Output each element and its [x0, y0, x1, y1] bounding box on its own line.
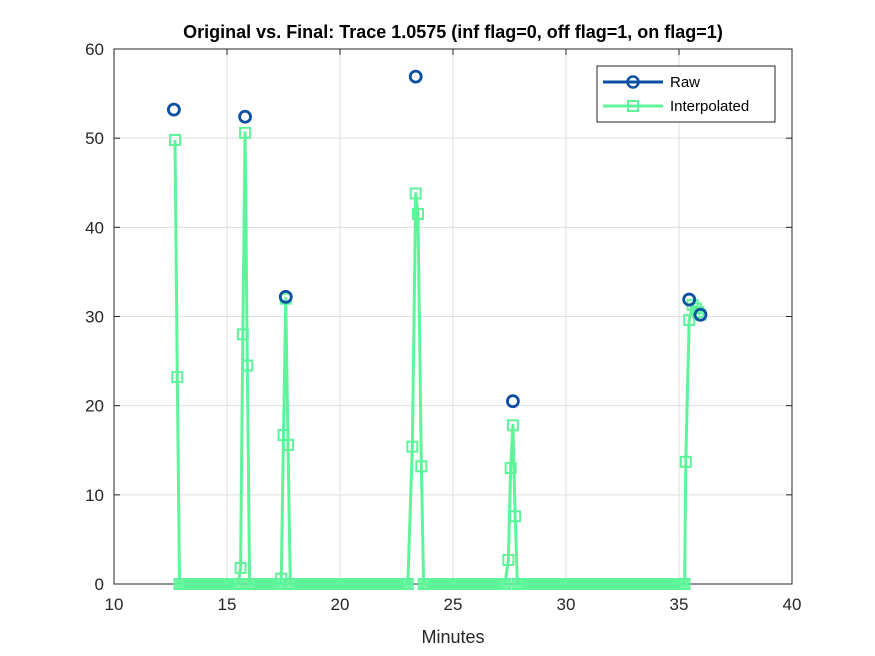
- legend-interpolated-marker: [627, 100, 639, 112]
- raw-point: [166, 102, 181, 117]
- interpolated-point: [509, 510, 522, 523]
- interpolated-point: [504, 462, 517, 475]
- interpolated-point: [498, 578, 511, 590]
- y-tick-label: 50: [85, 129, 104, 148]
- x-tick-label: 10: [105, 595, 124, 614]
- interpolated-point: [415, 460, 428, 473]
- interpolated-point: [406, 440, 419, 453]
- x-tick-label: 35: [670, 595, 689, 614]
- raw-point: [682, 292, 697, 307]
- y-tick-label: 10: [85, 486, 104, 505]
- interpolated-point: [169, 133, 182, 146]
- interpolated-point: [232, 578, 245, 590]
- y-tick-label: 60: [85, 40, 104, 59]
- interpolated-point: [411, 207, 424, 220]
- interpolated-point: [241, 359, 254, 372]
- interpolated-point: [171, 371, 184, 384]
- x-tick-label: 30: [557, 595, 576, 614]
- legend-interpolated-label: Interpolated: [670, 98, 749, 115]
- y-tick-label: 30: [85, 308, 104, 327]
- raw-point: [693, 307, 708, 322]
- interpolated-point: [401, 578, 414, 590]
- interpolated-point: [692, 306, 705, 319]
- interpolated-point: [409, 187, 422, 200]
- raw-point: [408, 69, 423, 84]
- interpolated-point: [234, 561, 247, 574]
- raw-point: [278, 289, 293, 304]
- interpolated-point: [679, 455, 692, 468]
- raw-point: [505, 394, 520, 409]
- y-tick-label: 0: [95, 575, 104, 594]
- legend: Raw Interpolated: [596, 65, 776, 123]
- interpolated-point: [282, 438, 295, 451]
- legend-raw-label: Raw: [670, 74, 700, 91]
- y-tick-label: 20: [85, 397, 104, 416]
- x-tick-label: 40: [783, 595, 802, 614]
- chart-title: Original vs. Final: Trace 1.0575 (inf fl…: [183, 22, 723, 42]
- y-tick-label: 40: [85, 218, 104, 237]
- series-layer: [166, 69, 708, 590]
- interpolated-point: [683, 314, 696, 327]
- interpolated-point: [236, 328, 249, 341]
- interpolated-point: [678, 578, 691, 590]
- interpolated-point: [506, 419, 519, 432]
- x-tick-label: 20: [331, 595, 350, 614]
- x-axis-label: Minutes: [421, 627, 484, 647]
- raw-point: [238, 109, 252, 124]
- legend-raw-marker: [626, 75, 640, 89]
- legend-box: [596, 65, 776, 123]
- x-tick-label: 25: [444, 595, 463, 614]
- x-tick-label: 15: [218, 595, 237, 614]
- grid: [114, 49, 792, 584]
- interpolated-point: [239, 126, 252, 139]
- interpolated-point: [502, 553, 515, 566]
